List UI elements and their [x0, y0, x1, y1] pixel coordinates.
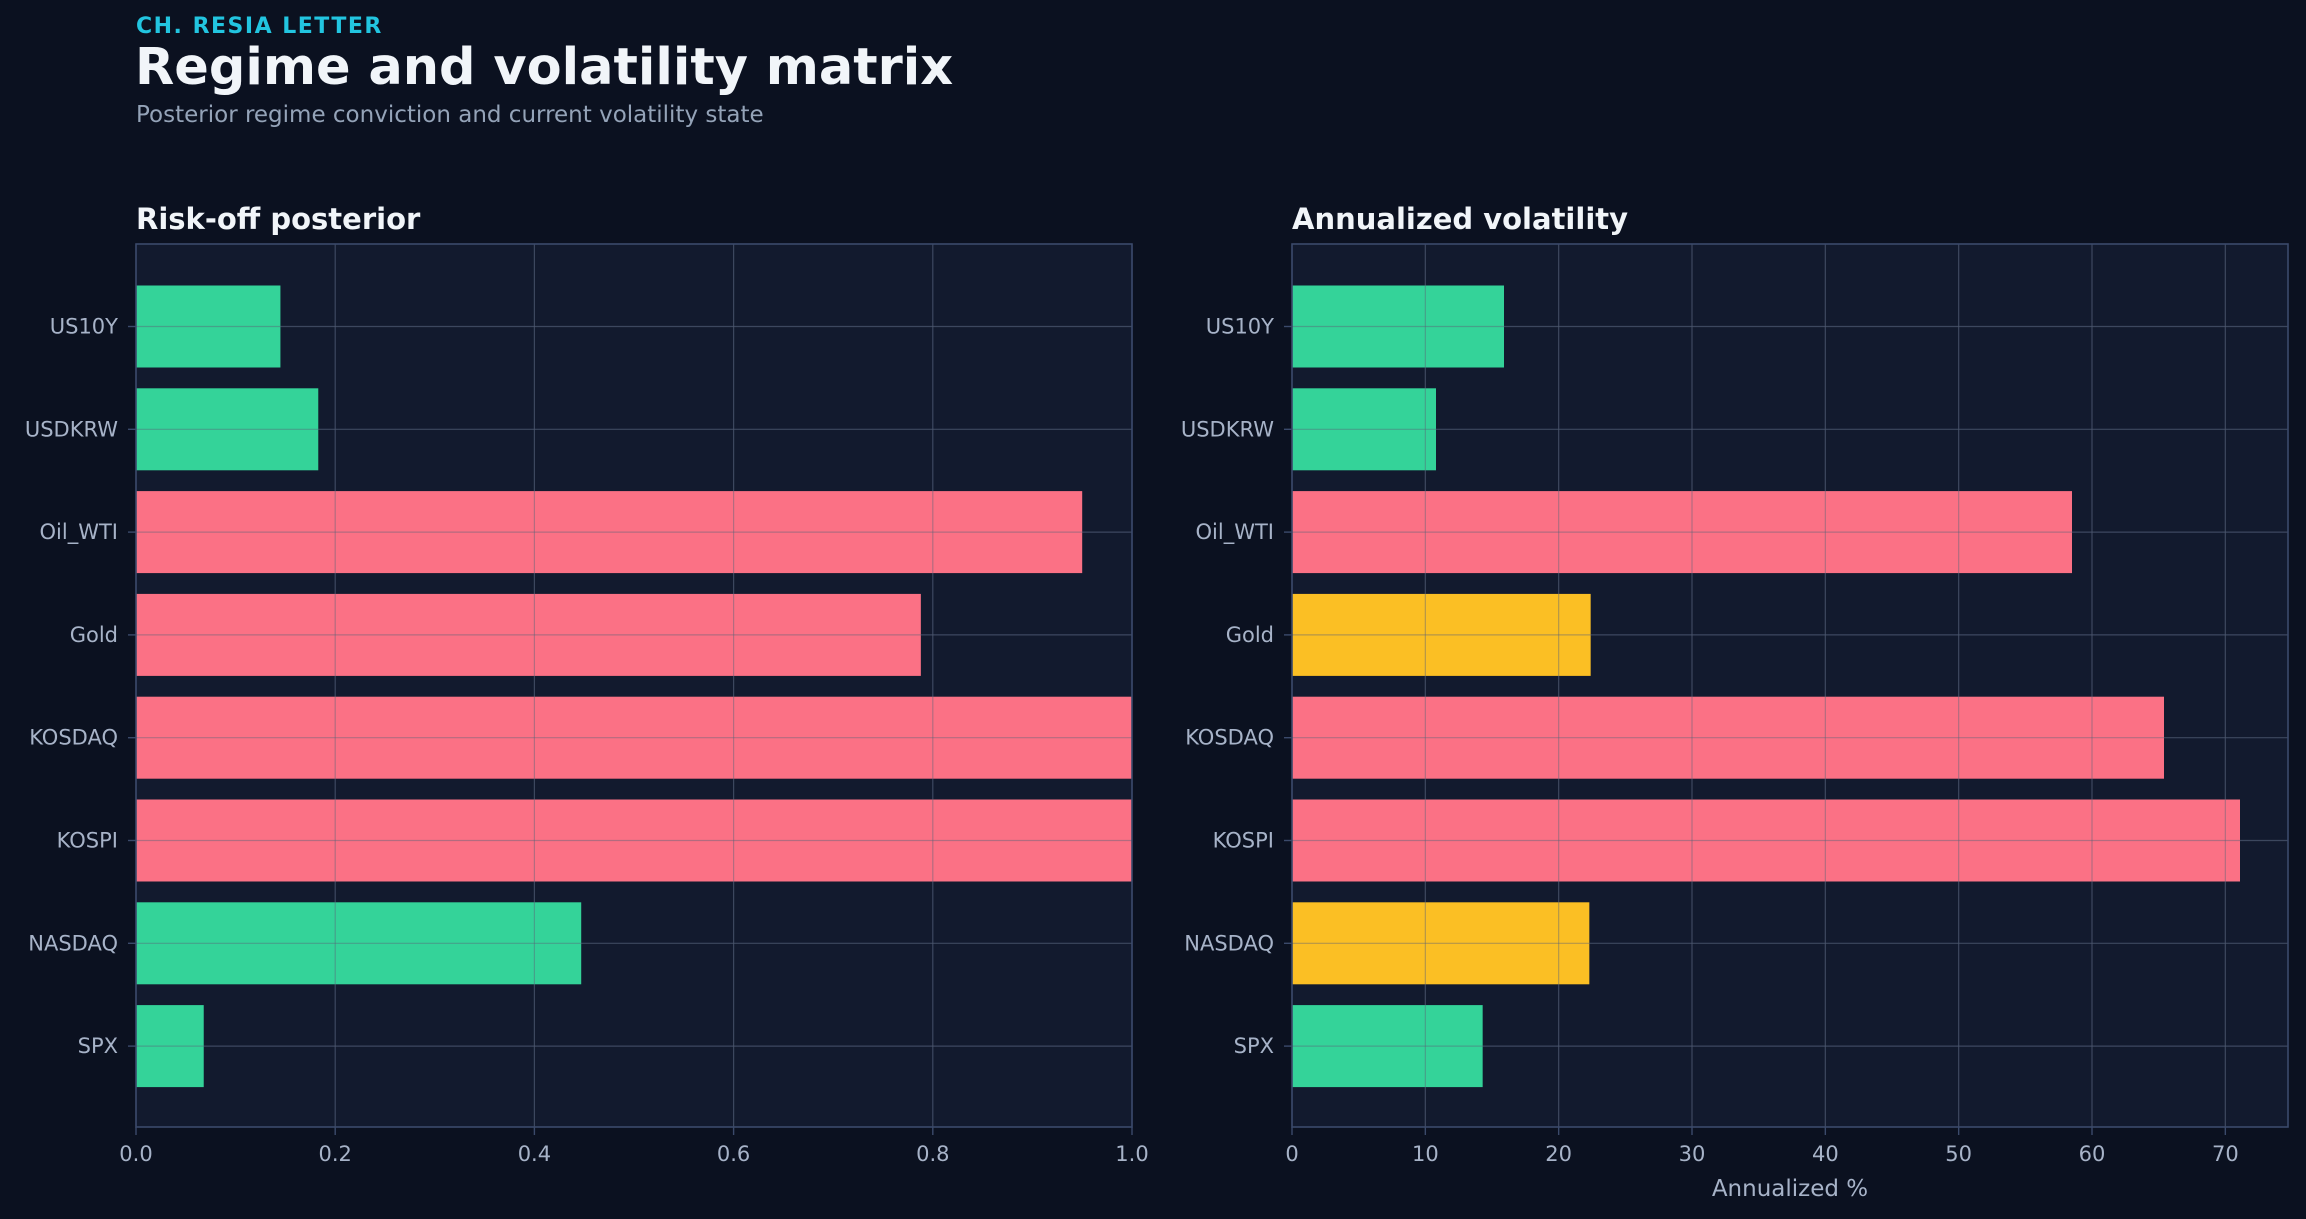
x-tick-label: 60 [2079, 1142, 2106, 1166]
category-label: Gold [70, 623, 118, 647]
category-label: KOSPI [57, 829, 118, 853]
bar [1292, 491, 2072, 574]
x-tick-label: 0.4 [518, 1142, 551, 1166]
x-tick-label: 30 [1679, 1142, 1706, 1166]
category-label: Oil_WTI [1196, 520, 1274, 545]
category-label: NASDAQ [28, 931, 118, 955]
plot-frame [135, 243, 1133, 1128]
bar [136, 1005, 204, 1088]
bar [136, 799, 1132, 882]
category-label: Oil_WTI [40, 520, 118, 545]
bar [1292, 388, 1436, 471]
x-tick-label: 10 [1412, 1142, 1439, 1166]
x-tick-label: 0.0 [119, 1142, 152, 1166]
bar [136, 491, 1083, 574]
bar [1292, 285, 1504, 368]
plot-frame [1291, 243, 2289, 1128]
bar [1292, 696, 2164, 779]
category-label: KOSPI [1213, 829, 1274, 853]
bar [1292, 593, 1591, 676]
category-label: KOSDAQ [1185, 726, 1274, 750]
bar [1292, 799, 2240, 882]
panel-title: Annualized volatility [1292, 202, 1628, 236]
page-subtitle: Posterior regime conviction and current … [136, 102, 764, 128]
bar [136, 902, 582, 985]
plot-area [1292, 244, 2288, 1127]
category-label: Gold [1226, 623, 1274, 647]
panel-title: Risk-off posterior [136, 202, 421, 236]
x-tick-label: 40 [1812, 1142, 1839, 1166]
x-tick-label: 70 [2212, 1142, 2239, 1166]
x-tick-label: 0 [1285, 1142, 1298, 1166]
x-tick-label: 0.2 [318, 1142, 351, 1166]
category-label: USDKRW [25, 417, 118, 441]
bar [136, 593, 921, 676]
category-label: KOSDAQ [29, 726, 118, 750]
x-tick-label: 50 [1945, 1142, 1972, 1166]
bar [1292, 1005, 1483, 1088]
plot-area [136, 244, 1132, 1127]
category-label: NASDAQ [1184, 931, 1274, 955]
bar [136, 696, 1132, 779]
x-tick-label: 20 [1545, 1142, 1572, 1166]
category-label: USDKRW [1181, 417, 1274, 441]
x-tick-label: 1.0 [1115, 1142, 1148, 1166]
category-label: US10Y [50, 315, 118, 339]
bar [136, 285, 281, 368]
x-tick-label: 0.6 [717, 1142, 750, 1166]
category-label: SPX [78, 1034, 118, 1058]
bar [1292, 902, 1590, 985]
page-title: Regime and volatility matrix [135, 38, 954, 97]
category-label: SPX [1234, 1034, 1274, 1058]
x-axis-label: Annualized % [1712, 1176, 1868, 1202]
bar [136, 388, 319, 471]
category-label: US10Y [1206, 315, 1274, 339]
x-tick-label: 0.8 [916, 1142, 949, 1166]
eyebrow-label: CH. RESIA LETTER [136, 14, 383, 39]
